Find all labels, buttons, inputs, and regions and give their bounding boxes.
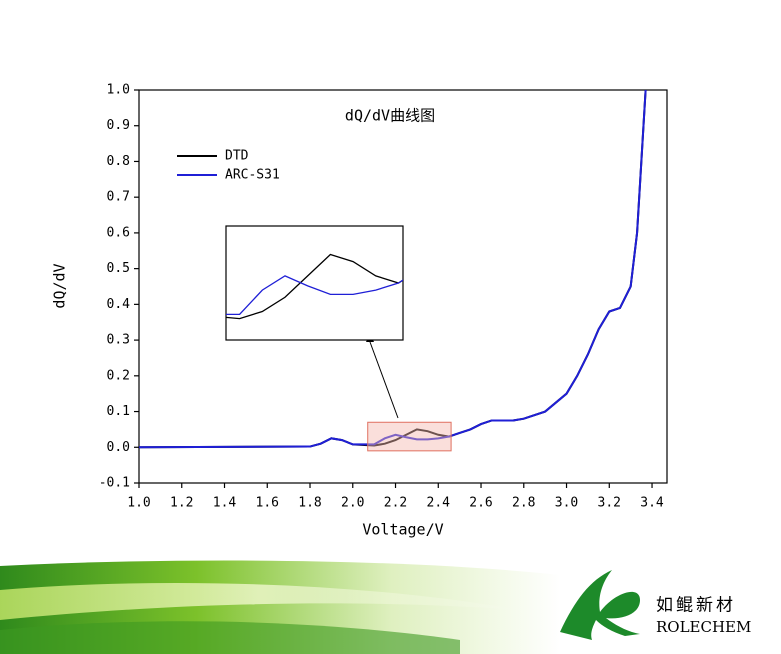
y-tick-label: 0.7: [107, 190, 130, 205]
x-tick-label: 2.4: [427, 496, 451, 511]
x-tick-label: 1.0: [127, 496, 150, 511]
logo: 如鲲新材 ROLECHEM: [560, 570, 751, 640]
y-tick-label: 0.6: [107, 225, 130, 240]
y-axis-label: dQ/dV: [51, 263, 69, 308]
zoom-arrow: [369, 341, 399, 419]
x-axis-label: Voltage/V: [362, 521, 443, 539]
plot-frame: [138, 89, 668, 484]
x-tick-label: 3.2: [598, 496, 621, 511]
x-tick-label: 2.2: [384, 496, 407, 511]
series-line: [139, 90, 647, 449]
x-tick-label: 3.4: [640, 496, 664, 511]
y-tick-label: 0.5: [107, 261, 130, 276]
chart-title: dQ/dV曲线图: [345, 107, 435, 125]
y-tick-label: 0.2: [107, 368, 130, 383]
y-tick-label: 1.0: [107, 83, 130, 98]
y-tick-label: 0.3: [107, 333, 130, 348]
zoom-region: [367, 421, 452, 452]
background-swoosh: [0, 560, 560, 654]
logo-en: ROLECHEM: [656, 618, 751, 636]
x-tick-label: 2.6: [469, 496, 492, 511]
x-tick-label: 1.4: [213, 496, 237, 511]
x-tick-label: 2.0: [341, 496, 364, 511]
x-tick-label: 1.8: [298, 496, 321, 511]
axes: 1.0 1.2 1.4 1.6 1.8 2.0 2.2 2.4 2.6 2.8 3.0 3.2 3.4 -…: [99, 83, 664, 511]
y-tick-label: 0.0: [107, 440, 130, 455]
y-tick-label: 0.4: [107, 297, 131, 312]
y-tick-label: 0.1: [107, 404, 130, 419]
y-tick-label: -0.1: [99, 476, 130, 491]
y-tick-label: 0.9: [107, 118, 130, 133]
y-tick-label: 0.8: [107, 154, 130, 169]
inset-frame: [225, 225, 404, 341]
x-tick-label: 2.8: [512, 496, 535, 511]
legend-label: DTD: [225, 149, 249, 164]
logo-cn: 如鲲新材: [656, 596, 736, 616]
x-tick-label: 3.0: [555, 496, 578, 511]
plot-area: [139, 90, 647, 449]
x-tick-label: 1.6: [256, 496, 279, 511]
x-tick-label: 1.2: [170, 496, 193, 511]
legend: DTD ARC-S31: [177, 149, 280, 183]
legend-label: ARC-S31: [225, 168, 280, 183]
